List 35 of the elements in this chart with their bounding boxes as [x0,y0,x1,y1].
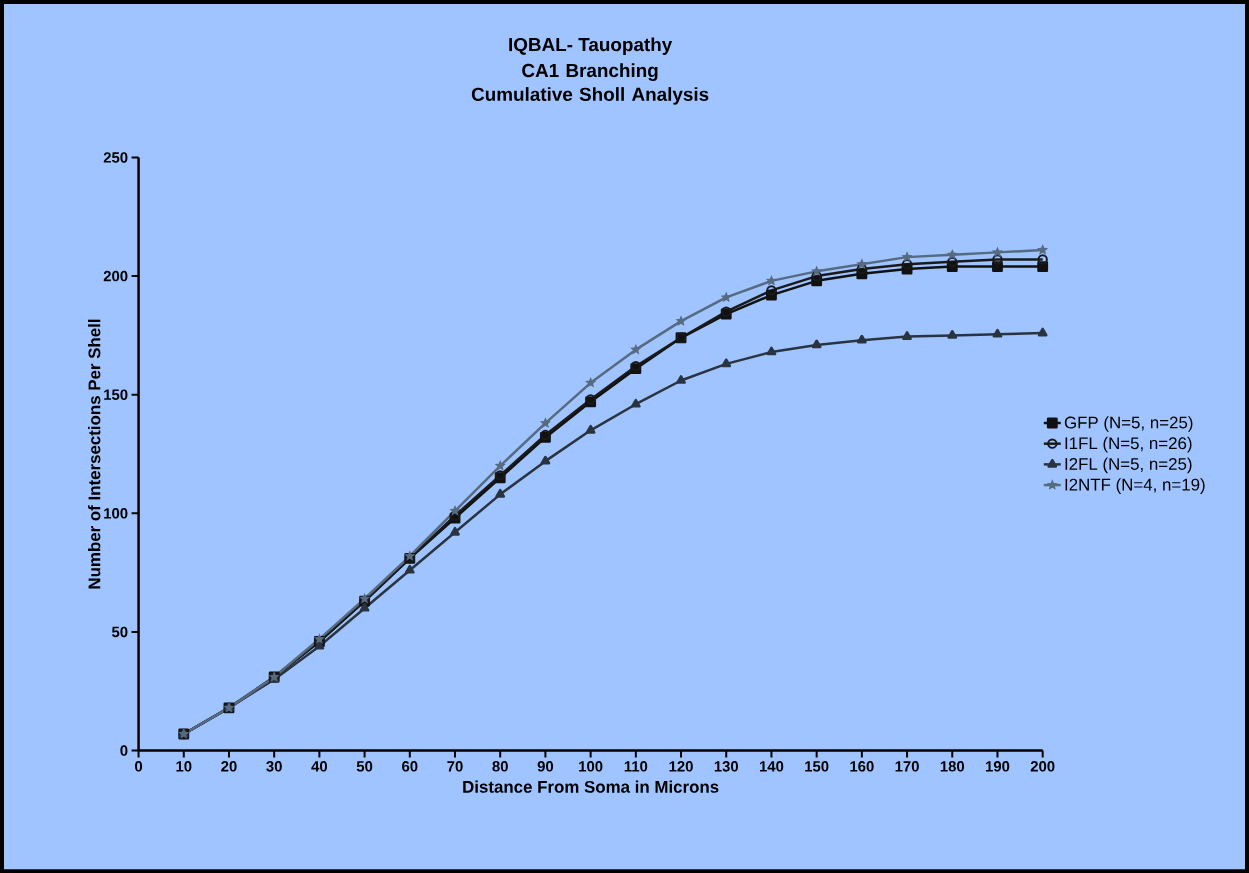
x-tick-label: 120 [669,760,693,772]
x-tick-label: 180 [940,760,965,772]
legend-label: I2FL (N=5, n=25) [1065,457,1192,474]
x-tick-label: 150 [805,760,829,772]
y-axis-title: Number of Intersections Per Shell [88,319,101,589]
legend-label: GFP (N=5, n=25) [1064,416,1193,432]
y-tick-label: 250 [103,152,128,163]
chart-subtitle: CA1 Branching Cumulative Sholl Analysis [471,63,709,105]
legend-label: I1FL (N=5, n=26) [1065,436,1192,453]
legend-label: I2NTF (N=4, n=19) [1065,478,1205,494]
y-tick-label: 50 [111,626,128,638]
x-tick-label: 40 [311,760,328,772]
x-tick-label: 170 [895,760,919,772]
x-tick-label: 70 [447,760,463,772]
x-tick-label: 30 [266,760,282,772]
x-tick-label: 20 [221,760,237,772]
y-tick-label: 100 [104,507,128,519]
x-tick-label: 60 [402,760,418,772]
x-tick-label: 190 [985,760,1010,772]
y-tick-label: 0 [120,745,128,756]
y-tick-label: 200 [103,270,128,282]
chart-title: IQBAL- Tauopathy [509,37,673,55]
x-tick-label: 200 [1030,760,1055,772]
x-tick-label: 0 [135,760,143,772]
x-tick-label: 130 [714,760,739,772]
x-tick-label: 90 [537,760,554,772]
x-tick-label: 80 [492,760,508,772]
x-axis-title: Distance From Soma in Microns [463,780,719,793]
x-tick-label: 10 [176,760,192,772]
x-tick-label: 110 [624,760,648,772]
y-tick-label: 150 [104,389,128,400]
x-tick-label: 100 [579,760,603,772]
x-tick-label: 160 [850,760,874,772]
x-tick-label: 50 [356,760,373,772]
x-tick-label: 140 [759,760,784,772]
